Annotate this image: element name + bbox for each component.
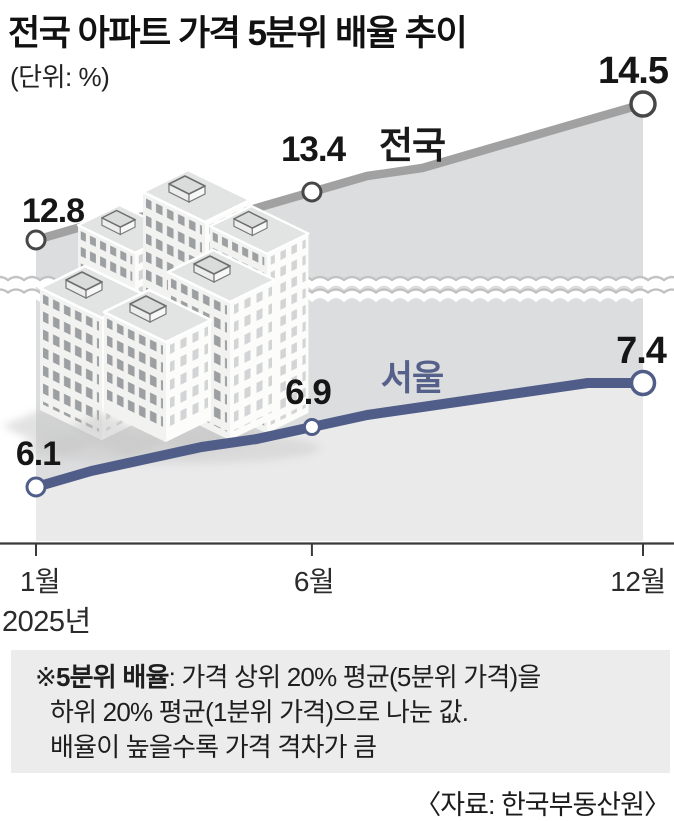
seoul-area-fill	[36, 383, 643, 541]
data-point-marker	[629, 369, 657, 397]
rooftop-structure	[101, 209, 136, 236]
footnote-term: 5분위 배율	[56, 662, 169, 692]
data-point-marker	[302, 418, 321, 436]
data-point-marker	[301, 181, 323, 203]
x-tick-jan: 1월	[19, 566, 61, 597]
seoul-dec-value-label: 7.4	[616, 330, 667, 372]
data-point-marker	[25, 229, 47, 251]
rooftop-structure	[193, 255, 231, 283]
national-jun-value-label: 13.4	[280, 130, 346, 169]
national-series-label: 전국	[378, 125, 446, 166]
quintile-ratio-chart	[0, 90, 674, 556]
apartment-tower	[66, 288, 213, 458]
national-dec-value-label: 14.5	[598, 50, 669, 92]
rooftop-structure	[65, 271, 103, 299]
footnote-line-1: ※5분위 배율: 가격 상위 20% 평균(5분위 가격)을	[35, 660, 670, 695]
seoul-jan-value-label: 6.1	[15, 435, 61, 473]
data-point-marker	[25, 476, 47, 498]
rooftop-structure	[233, 210, 268, 237]
x-axis-year-label: 2025년	[2, 606, 91, 638]
x-axis	[0, 542, 674, 556]
national-jan-value-label: 12.8	[21, 192, 85, 230]
apartment-buildings-illustration	[2, 168, 320, 464]
rooftop-structure	[129, 295, 167, 323]
data-point-marker	[629, 90, 657, 118]
seoul-line	[31, 378, 648, 492]
seoul-jun-value-label: 6.9	[285, 373, 332, 412]
footnote-line-2: 하위 20% 평균(1분위 가격)으로 나눈 값.	[50, 697, 469, 727]
unit-label: (단위: %)	[10, 62, 110, 92]
footnote-reference-mark: ※	[35, 662, 57, 692]
source-label: 〈자료: 한국부동산원〉	[414, 790, 671, 820]
rooftop-structure	[168, 175, 206, 203]
page-title: 전국 아파트 가격 5분위 배율 추이	[8, 14, 468, 53]
footnote-definition: : 가격 상위 20% 평균(5분위 가격)을	[168, 662, 542, 692]
footnote-box: ※5분위 배율: 가격 상위 20% 평균(5분위 가격)을 하위 20% 평균…	[11, 650, 670, 773]
seoul-series-label: 서울	[380, 359, 444, 398]
x-tick-dec: 12월	[610, 566, 666, 597]
footnote-line-3: 배율이 높을수록 가격 격차가 큼	[50, 732, 377, 762]
x-tick-jun: 6월	[293, 566, 335, 597]
